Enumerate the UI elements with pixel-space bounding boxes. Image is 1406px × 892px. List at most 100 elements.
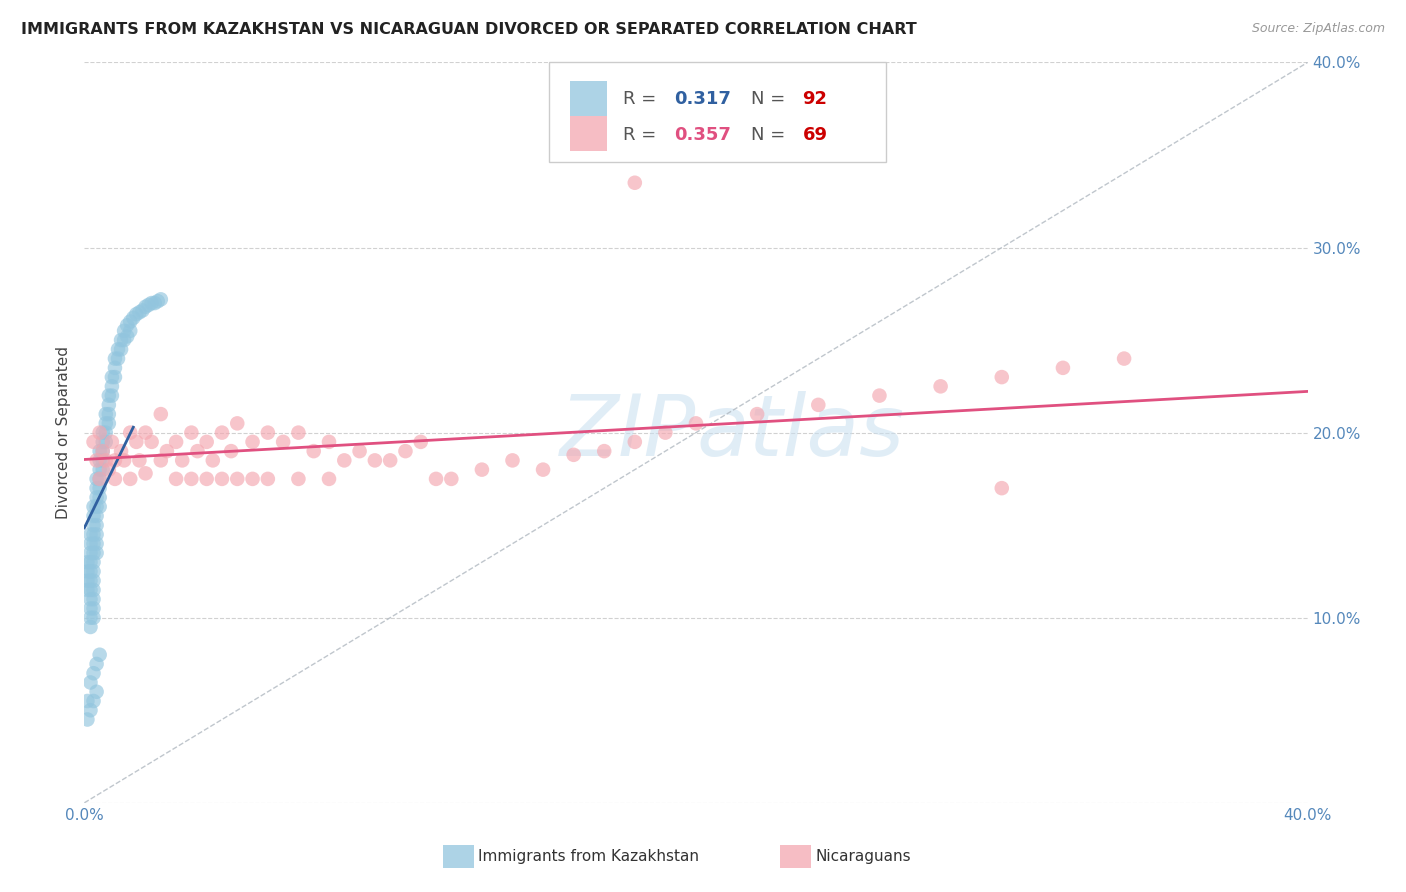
Point <box>83 500 105 514</box>
Point <box>110 333 132 347</box>
Point <box>79 536 101 550</box>
Point <box>91 444 114 458</box>
Point <box>440 472 463 486</box>
Point <box>226 417 249 431</box>
Text: Nicaraguans: Nicaraguans <box>815 849 911 863</box>
Point <box>333 453 356 467</box>
Point <box>89 444 111 458</box>
Point <box>593 444 616 458</box>
Point <box>107 351 129 366</box>
Point <box>86 481 108 495</box>
Point <box>186 444 208 458</box>
Point <box>91 425 114 440</box>
Point <box>120 324 142 338</box>
Point <box>89 481 111 495</box>
Point <box>83 601 105 615</box>
Point <box>79 565 101 579</box>
Point <box>79 582 101 597</box>
Point <box>89 472 111 486</box>
Point <box>97 417 120 431</box>
Point <box>502 453 524 467</box>
Point <box>86 453 108 467</box>
Point <box>425 472 447 486</box>
Point <box>138 298 160 312</box>
Point <box>141 434 163 449</box>
Point <box>79 675 101 690</box>
Point <box>94 417 117 431</box>
Point <box>89 462 111 476</box>
Point <box>76 555 98 569</box>
Text: 0.357: 0.357 <box>673 126 731 144</box>
Point <box>364 453 387 467</box>
Point <box>318 434 340 449</box>
Point <box>624 434 647 449</box>
Point <box>318 472 340 486</box>
Text: N =: N = <box>751 126 792 144</box>
Text: Immigrants from Kazakhstan: Immigrants from Kazakhstan <box>478 849 699 863</box>
Point <box>83 527 105 541</box>
Point <box>149 453 172 467</box>
Point <box>89 472 111 486</box>
Point <box>86 491 108 505</box>
Point <box>76 574 98 588</box>
Point <box>115 318 138 333</box>
Point <box>143 296 166 310</box>
Point <box>131 303 153 318</box>
Bar <box>569 81 606 117</box>
Point <box>302 444 325 458</box>
Point <box>83 694 105 708</box>
Point <box>747 407 769 421</box>
Point <box>97 407 120 421</box>
Point <box>201 453 224 467</box>
Point <box>89 453 111 467</box>
Text: N =: N = <box>751 90 792 109</box>
Point <box>89 491 111 505</box>
Text: atlas: atlas <box>696 391 904 475</box>
Point <box>219 444 242 458</box>
Point <box>195 472 218 486</box>
Text: Source: ZipAtlas.com: Source: ZipAtlas.com <box>1251 22 1385 36</box>
Point <box>86 536 108 550</box>
Point <box>287 472 309 486</box>
Bar <box>569 116 606 152</box>
Point <box>86 546 108 560</box>
Text: 92: 92 <box>803 90 827 109</box>
Point <box>94 407 117 421</box>
Point <box>97 398 120 412</box>
Point <box>104 370 127 384</box>
Point <box>624 176 647 190</box>
Point <box>89 500 111 514</box>
Point <box>86 472 108 486</box>
Point <box>86 500 108 514</box>
Point <box>112 333 135 347</box>
Point <box>654 425 676 440</box>
FancyBboxPatch shape <box>550 62 886 162</box>
Point <box>257 472 280 486</box>
Point <box>242 434 264 449</box>
Point <box>929 379 952 393</box>
Point <box>120 314 142 328</box>
Point <box>83 574 105 588</box>
Point <box>156 444 179 458</box>
Point <box>86 527 108 541</box>
Point <box>79 555 101 569</box>
Point <box>97 462 120 476</box>
Point <box>86 657 108 671</box>
Point <box>135 300 157 314</box>
Text: IMMIGRANTS FROM KAZAKHSTAN VS NICARAGUAN DIVORCED OR SEPARATED CORRELATION CHART: IMMIGRANTS FROM KAZAKHSTAN VS NICARAGUAN… <box>21 22 917 37</box>
Point <box>172 453 194 467</box>
Point <box>125 434 148 449</box>
Point <box>1052 360 1074 375</box>
Point <box>83 508 105 523</box>
Point <box>104 472 127 486</box>
Point <box>79 592 101 607</box>
Point <box>104 360 127 375</box>
Point <box>257 425 280 440</box>
Text: R =: R = <box>623 126 662 144</box>
Point <box>165 472 187 486</box>
Point <box>271 434 294 449</box>
Point <box>165 434 187 449</box>
Point <box>869 388 891 402</box>
Point <box>83 555 105 569</box>
Point <box>76 694 98 708</box>
